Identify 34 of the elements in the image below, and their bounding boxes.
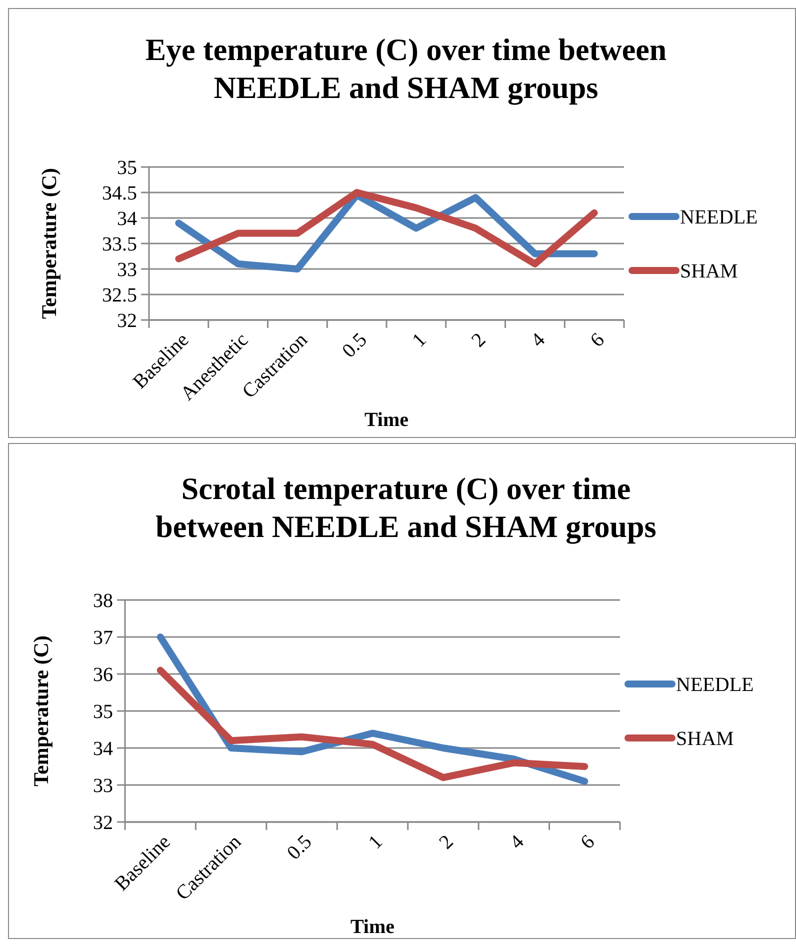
x-tick-label: 1 — [364, 830, 387, 854]
y-tick-label: 37 — [93, 627, 113, 649]
y-tick-label: 36 — [93, 664, 113, 686]
x-axis-title: Time — [350, 916, 395, 938]
x-tick-label: 6 — [576, 830, 600, 854]
y-axis-title: Temperature (C) — [37, 168, 61, 320]
x-tick-label: 0.5 — [338, 328, 372, 362]
x-tick-label: 4 — [506, 830, 528, 854]
legend-label: NEEDLE — [676, 674, 754, 696]
y-axis-title: Temperature (C) — [29, 635, 53, 787]
y-tick-label: 33 — [93, 775, 113, 797]
x-axis-title: Time — [364, 409, 409, 431]
y-tick-label: 33 — [117, 259, 137, 281]
legend-label: SHAM — [680, 260, 738, 282]
y-tick-label: 34 — [117, 208, 137, 230]
chart-title: Eye temperature (C) over time between NEEDLE and SHAM groups — [145, 32, 667, 105]
y-tick-label: 32 — [117, 310, 137, 332]
y-tick-label: 35 — [117, 157, 137, 179]
y-tick-label: 34 — [93, 738, 113, 760]
y-tick-label: 34.5 — [102, 182, 137, 204]
y-tick-label: 33.5 — [102, 234, 137, 256]
y-tick-label: 35 — [93, 701, 113, 723]
x-tick-label: 2 — [467, 328, 490, 352]
y-tick-label: 32.5 — [102, 284, 137, 306]
y-tick-label: 38 — [93, 590, 113, 612]
x-tick-label: 0.5 — [283, 830, 316, 864]
legend-label: NEEDLE — [680, 206, 758, 228]
x-tick-label: 2 — [435, 830, 458, 854]
y-tick-label: 32 — [93, 812, 113, 834]
x-tick-label: 6 — [586, 328, 609, 352]
legend-label: SHAM — [676, 728, 734, 750]
x-tick-label: 4 — [526, 328, 550, 352]
chart-title: Scrotal temperature (C) over time between NEEDLE and SHAM groups — [156, 471, 656, 544]
x-tick-label: 1 — [408, 328, 431, 352]
